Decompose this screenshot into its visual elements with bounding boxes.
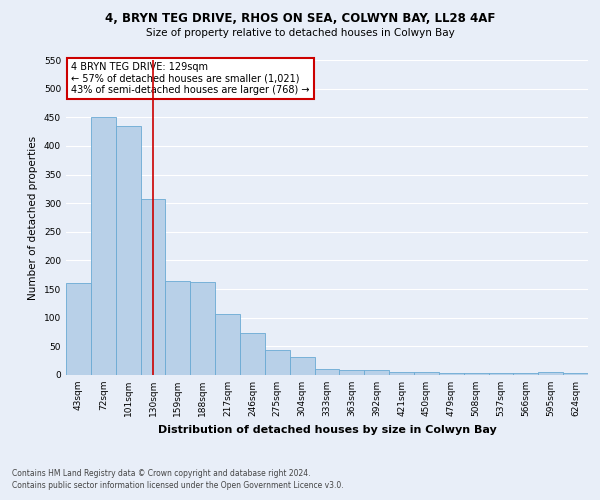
Bar [464, 372, 488, 375]
Text: 4, BRYN TEG DRIVE, RHOS ON SEA, COLWYN BAY, LL28 4AF: 4, BRYN TEG DRIVE, RHOS ON SEA, COLWYN B… [105, 12, 495, 26]
Bar [389, 372, 414, 375]
Bar [514, 372, 538, 375]
Text: Contains public sector information licensed under the Open Government Licence v3: Contains public sector information licen… [12, 481, 344, 490]
Bar [265, 350, 290, 375]
Bar [439, 372, 464, 375]
Text: Size of property relative to detached houses in Colwyn Bay: Size of property relative to detached ho… [146, 28, 454, 38]
Bar [116, 126, 140, 375]
Bar [66, 284, 91, 375]
Bar [166, 280, 190, 375]
Bar [91, 118, 116, 375]
Bar [364, 370, 389, 375]
Text: Contains HM Land Registry data © Crown copyright and database right 2024.: Contains HM Land Registry data © Crown c… [12, 468, 311, 477]
Bar [215, 314, 240, 375]
Bar [340, 370, 364, 375]
Bar [140, 199, 166, 375]
Bar [488, 372, 514, 375]
Text: 4 BRYN TEG DRIVE: 129sqm
← 57% of detached houses are smaller (1,021)
43% of sem: 4 BRYN TEG DRIVE: 129sqm ← 57% of detach… [71, 62, 310, 95]
X-axis label: Distribution of detached houses by size in Colwyn Bay: Distribution of detached houses by size … [158, 424, 496, 434]
Bar [240, 332, 265, 375]
Bar [538, 372, 563, 375]
Bar [414, 372, 439, 375]
Bar [190, 282, 215, 375]
Y-axis label: Number of detached properties: Number of detached properties [28, 136, 38, 300]
Bar [290, 356, 314, 375]
Bar [314, 370, 340, 375]
Bar [563, 372, 588, 375]
